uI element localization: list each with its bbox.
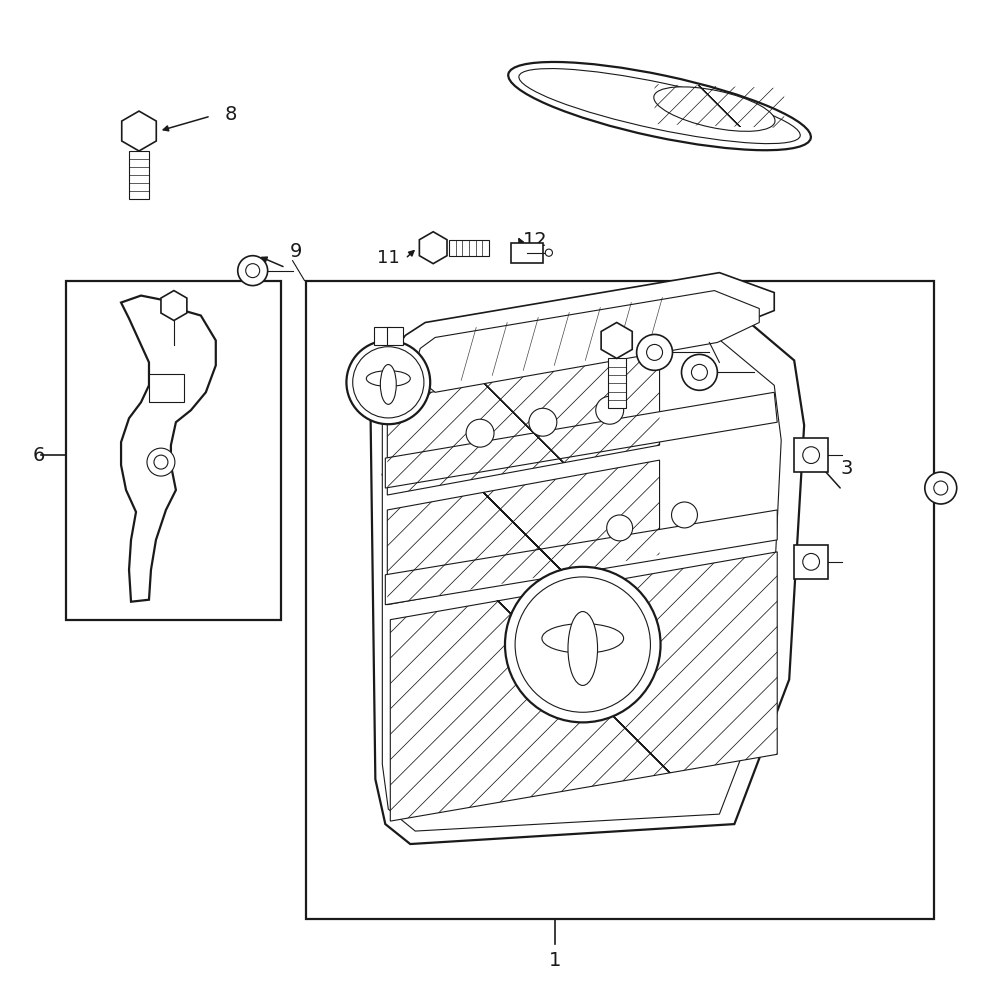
Circle shape	[691, 364, 707, 380]
Text: 9: 9	[289, 242, 302, 261]
Polygon shape	[122, 111, 156, 151]
Circle shape	[607, 515, 633, 541]
Text: 2: 2	[718, 484, 731, 503]
Circle shape	[803, 447, 820, 464]
Polygon shape	[385, 510, 777, 605]
Circle shape	[681, 354, 717, 390]
Bar	[149, 374, 184, 402]
Circle shape	[803, 553, 820, 570]
Circle shape	[466, 419, 494, 447]
Circle shape	[934, 481, 948, 495]
Text: 12: 12	[523, 231, 547, 250]
Circle shape	[505, 567, 661, 722]
Circle shape	[672, 502, 697, 528]
Ellipse shape	[508, 62, 811, 150]
Ellipse shape	[654, 87, 775, 131]
Text: 6: 6	[33, 446, 45, 465]
Circle shape	[515, 577, 650, 712]
Circle shape	[238, 256, 268, 286]
Bar	[306, 281, 934, 919]
Polygon shape	[385, 392, 777, 488]
Text: 10: 10	[767, 125, 792, 144]
Polygon shape	[387, 350, 660, 495]
Ellipse shape	[542, 624, 624, 653]
Ellipse shape	[380, 365, 396, 404]
Ellipse shape	[568, 612, 598, 685]
Polygon shape	[601, 322, 632, 358]
Polygon shape	[390, 552, 777, 821]
Text: 7: 7	[181, 373, 193, 392]
Bar	[794, 438, 828, 472]
Polygon shape	[449, 240, 489, 256]
Circle shape	[353, 347, 424, 418]
Text: 8: 8	[225, 105, 237, 124]
Bar	[794, 545, 828, 579]
Circle shape	[925, 472, 957, 504]
Bar	[511, 243, 543, 263]
Bar	[66, 281, 281, 620]
Circle shape	[647, 344, 663, 360]
Polygon shape	[370, 306, 804, 844]
Text: 1: 1	[549, 951, 561, 970]
Circle shape	[637, 334, 673, 370]
Polygon shape	[129, 151, 149, 199]
Text: 3: 3	[841, 459, 853, 478]
Ellipse shape	[519, 69, 800, 144]
Circle shape	[346, 340, 430, 424]
Circle shape	[596, 396, 624, 424]
Polygon shape	[161, 291, 187, 321]
Bar	[374, 327, 390, 345]
Circle shape	[147, 448, 175, 476]
Polygon shape	[387, 460, 660, 605]
Circle shape	[545, 249, 552, 256]
Circle shape	[246, 264, 260, 278]
Text: 5: 5	[379, 461, 392, 480]
Circle shape	[154, 455, 168, 469]
Polygon shape	[395, 273, 774, 378]
Polygon shape	[419, 232, 447, 264]
Bar	[387, 327, 403, 345]
Ellipse shape	[366, 371, 410, 387]
Text: 11: 11	[377, 249, 400, 267]
Text: 4: 4	[938, 474, 950, 493]
Polygon shape	[382, 335, 781, 831]
Polygon shape	[608, 358, 626, 408]
Circle shape	[529, 408, 557, 436]
Polygon shape	[121, 296, 216, 602]
Polygon shape	[415, 291, 759, 392]
